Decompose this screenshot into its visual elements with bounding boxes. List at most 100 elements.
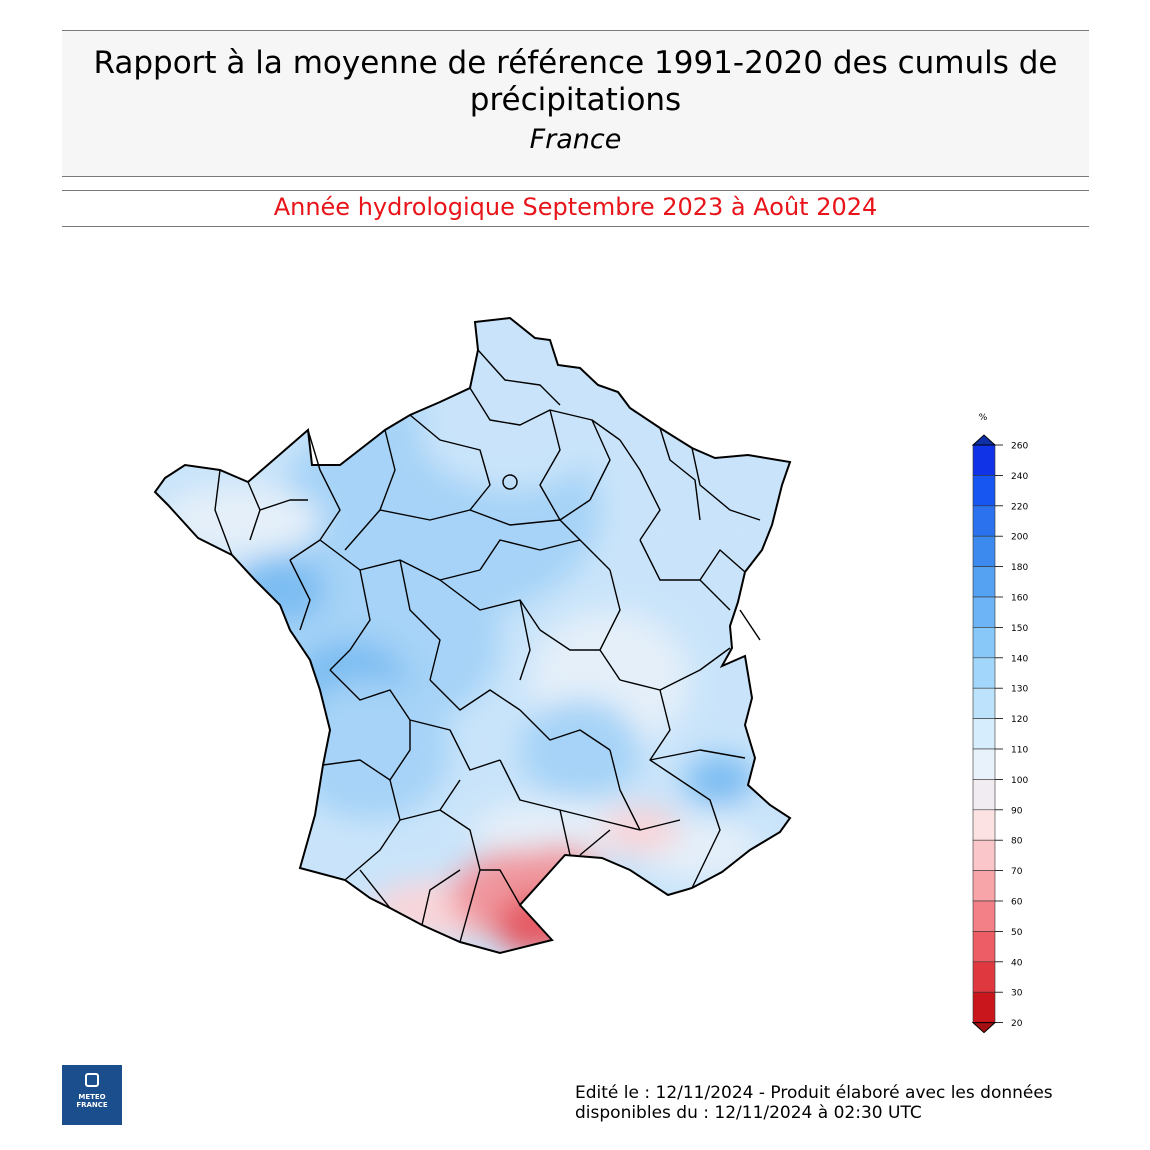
legend-color-band (972, 505, 996, 537)
department-boundary (379, 499, 591, 526)
department-boundary (480, 869, 521, 906)
department-boundary (399, 559, 441, 681)
department-boundary (439, 579, 541, 631)
legend-color-bar (971, 434, 997, 1034)
legend-tick-label: 240 (1011, 472, 1028, 482)
legend-tick-label: 50 (1011, 928, 1023, 938)
department-boundary (609, 749, 641, 831)
period-panel: Année hydrologique Septembre 2023 à Août… (62, 190, 1089, 227)
legend-tick-label: 120 (1011, 715, 1028, 725)
legend-color-band (972, 535, 996, 567)
department-boundary (439, 809, 481, 943)
legend-color-band (972, 809, 996, 841)
department-boundary (399, 779, 461, 821)
legend-tick-label: 40 (1011, 958, 1023, 968)
legend-tick-label: 160 (1011, 594, 1028, 604)
department-boundary (649, 689, 681, 781)
map-subtitle: France (529, 124, 622, 155)
department-boundary (691, 447, 761, 521)
legend-lower-arrow (971, 1022, 997, 1034)
department-boundary (214, 469, 233, 556)
legend-color-band (972, 566, 996, 598)
department-boundary (329, 669, 411, 721)
department-boundary (429, 679, 521, 711)
logo-line-1: METEO (78, 1093, 106, 1101)
department-boundary (344, 429, 396, 551)
department-boundary (477, 349, 561, 406)
title-line-1: Rapport à la moyenne de référence 1991-2… (93, 45, 1058, 81)
department-boundary (659, 427, 701, 521)
department-boundaries (214, 349, 761, 943)
paris-boundary (502, 474, 518, 490)
legend-color-band (972, 839, 996, 871)
department-boundary (469, 387, 621, 441)
legend-color-band (972, 444, 996, 476)
legend-tick-label: 20 (1011, 1019, 1023, 1029)
legend-tick-label: 80 (1011, 837, 1023, 847)
meteo-france-logo: METEO FRANCE (62, 1065, 122, 1125)
logo-icon (85, 1073, 99, 1087)
legend-tick-label: 200 (1011, 533, 1028, 543)
department-boundary (259, 499, 308, 511)
map-title: Rapport à la moyenne de référence 1991-2… (62, 45, 1089, 119)
department-boundary (559, 519, 581, 541)
legend-tick-label: 30 (1011, 989, 1023, 999)
department-boundary (539, 409, 561, 521)
legend-tick-label: 90 (1011, 806, 1023, 816)
legend-color-band (972, 657, 996, 689)
legend-color-band (972, 687, 996, 719)
legend-color-band (972, 596, 996, 628)
department-boundary (649, 749, 746, 761)
precipitation-map (153, 316, 820, 1010)
legend-tick-label: 70 (1011, 867, 1023, 877)
department-boundary (599, 569, 621, 681)
department-boundary (421, 869, 461, 926)
legend-unit: % (979, 413, 988, 423)
legend-color-band (972, 900, 996, 932)
logo-line-2: FRANCE (76, 1101, 108, 1109)
france-outline (153, 316, 792, 955)
department-boundary (739, 609, 761, 641)
legend-tick-label: 110 (1011, 746, 1028, 756)
legend-color-band (972, 779, 996, 811)
department-boundary (589, 419, 611, 501)
department-boundary (699, 549, 746, 581)
department-boundary (409, 719, 501, 771)
department-boundary (409, 414, 491, 511)
legend-tick-label: 130 (1011, 685, 1028, 695)
department-boundary (619, 439, 661, 541)
legend-tick-label: 220 (1011, 502, 1028, 512)
legend-color-band (972, 475, 996, 507)
legend-tick-label: 100 (1011, 776, 1028, 786)
legend-color-band (972, 718, 996, 750)
legend-tick-label: 140 (1011, 654, 1028, 664)
legend-tick-label: 150 (1011, 624, 1028, 634)
department-boundary (679, 779, 721, 889)
department-boundary (344, 779, 401, 881)
legend-color-band (972, 991, 996, 1023)
department-boundary (619, 647, 731, 691)
legend-tick-labels: 260 240 220 200 180 160 150 140 130 120 110 100 90 80… (995, 442, 1028, 1029)
legend-upper-arrow (971, 434, 997, 446)
edition-note: Edité le : 12/11/2024 - Produit élaboré … (575, 1083, 1053, 1123)
department-boundary (289, 559, 311, 631)
period-label: Année hydrologique Septembre 2023 à Août… (273, 193, 878, 221)
department-boundary (579, 829, 611, 856)
color-legend: % 260 240 220 200 180 160 150 140 130 120 110 100 90… (971, 413, 1028, 1034)
department-boundary (499, 759, 571, 856)
department-boundary (479, 539, 611, 571)
department-boundary (539, 629, 600, 651)
department-boundary (519, 599, 531, 681)
legend-color-band (972, 870, 996, 902)
legend-color-band (972, 931, 996, 963)
department-boundary (559, 809, 681, 831)
edition-note-line-2: disponibles du : 12/11/2024 à 02:30 UTC (575, 1103, 922, 1123)
edition-note-line-1: Edité le : 12/11/2024 - Produit élaboré … (575, 1083, 1053, 1103)
legend-tick-label: 260 (1011, 442, 1028, 452)
department-boundary (329, 569, 371, 671)
department-boundary (639, 539, 731, 611)
legend-color-band (972, 748, 996, 780)
legend-color-band (972, 627, 996, 659)
header-panel: Rapport à la moyenne de référence 1991-2… (62, 30, 1089, 177)
department-boundary (289, 429, 341, 561)
